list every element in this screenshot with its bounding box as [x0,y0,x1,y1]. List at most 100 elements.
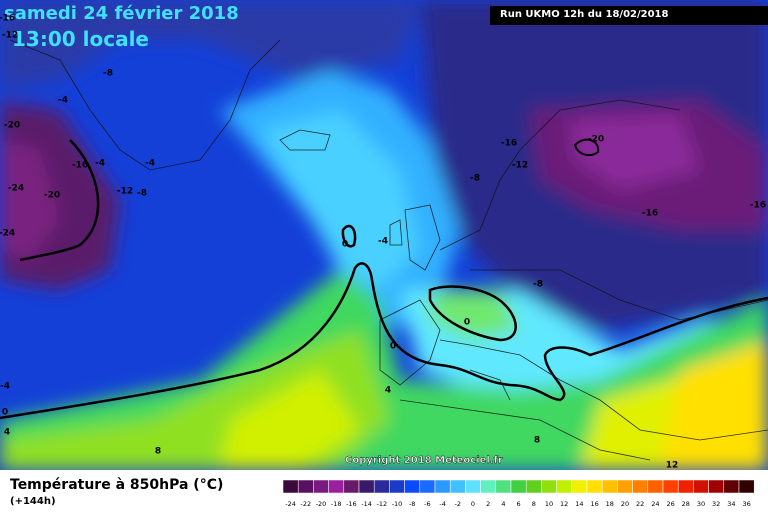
legend-label: -6 [424,500,430,508]
legend-swatch [662,479,679,494]
legend-label: 22 [636,500,644,508]
contour-label: -4 [58,96,68,106]
contour-label: -24 [8,184,24,194]
legend-swatch [419,479,436,494]
legend-label: 8 [532,500,536,508]
legend-label: 2 [486,500,490,508]
legend-label: -8 [409,500,415,508]
contour-label: 8 [155,447,161,457]
legend-label: 28 [682,500,690,508]
legend-swatch [480,479,497,494]
contour-label: 0 [2,408,8,418]
contour-label: -16 [642,209,658,219]
contour-label: -4 [95,159,105,169]
coastlines [9,39,768,461]
legend-label: -2 [455,500,461,508]
legend-label: 26 [666,500,674,508]
legend-label: 10 [545,500,553,508]
contour-label: 8 [534,436,540,446]
legend-swatch [495,479,512,494]
legend-swatch [601,479,618,494]
run-box [490,6,768,25]
contour-label: -16 [501,139,517,149]
contour-label: -4 [0,382,10,392]
contour-label: 4 [385,386,391,396]
legend-swatch [282,479,299,494]
contour-label: -20 [588,135,604,145]
legend-swatch [510,479,527,494]
contour-label: 0 [464,318,470,328]
contour-label: -12 [2,31,18,41]
legend-swatch [723,479,740,494]
contour-label: -12 [512,161,528,171]
legend-label: 18 [606,500,614,508]
legend-swatch [434,479,451,494]
legend-label: -22 [300,500,311,508]
footer-title: Température à 850hPa (°C) [10,477,223,493]
legend-swatch [738,479,755,494]
contour-label: -16 [750,201,766,211]
legend-swatch [358,479,375,494]
legend-label: 4 [501,500,505,508]
legend-label: 20 [621,500,629,508]
color-legend: -24 -22 -20 -18 -16 -14 -12 -10 -8 -6 -4 -2 0 2 4 6 8 10 1… [282,479,755,508]
legend-swatch [586,479,603,494]
copyright: Copyright 2018 Meteociel.fr [345,455,503,466]
legend-label: -10 [392,500,403,508]
legend-label: -14 [361,500,372,508]
contour-label: -20 [44,191,60,201]
contour-label: 12 [666,461,679,471]
contour-label: -16 [72,161,88,171]
legend-label: -20 [316,500,327,508]
contour-label: -4 [378,237,388,247]
footer-subtitle: (+144h) [10,496,56,507]
legend-swatch [373,479,390,494]
legend-label: 24 [651,500,659,508]
legend-swatch [449,479,466,494]
legend-swatch [556,479,573,494]
legend-label: -4 [439,500,445,508]
legend-label: -12 [376,500,387,508]
legend-swatch [617,479,633,494]
contour-label: 4 [4,428,10,438]
contour-label: -8 [533,280,543,290]
contour-label: -8 [137,189,147,199]
legend-label: -18 [331,500,342,508]
contour-label: 0 [342,240,348,250]
temperature-field [0,0,768,470]
legend-label: 12 [560,500,568,508]
run-label: Run UKMO 12h du 18/02/2018 [500,9,669,20]
contour-label: -12 [117,187,133,197]
legend-swatch [343,479,360,494]
legend-label: 36 [742,500,750,508]
contour-label: 0 [390,342,396,352]
contour-label: -8 [470,174,480,184]
legend-swatch [404,479,421,494]
legend-swatch [632,479,649,494]
legend-swatch [647,479,664,494]
legend-label: 14 [575,500,583,508]
forecast-date: samedi 24 février 2018 [4,3,239,24]
contour-label: -20 [4,121,20,131]
contour-label: -4 [145,159,155,169]
contour-label: -24 [0,229,15,239]
legend-label: 30 [697,500,705,508]
legend-label: -16 [346,500,357,508]
contour-label: -16 [0,14,15,24]
legend-swatch [571,479,588,494]
legend-swatch [541,479,557,494]
contour-labels: -16 -12 -8 -4 -20 -16 -4 -4 -24 -20 -12 … [0,14,766,471]
legend-swatch [297,479,314,494]
contour-label: -8 [103,69,113,79]
legend-swatch [693,479,709,494]
forecast-time: 13:00 locale [12,27,149,51]
legend-label: 16 [590,500,598,508]
legend-swatch [328,479,345,494]
legend-swatch [465,479,481,494]
legend-label: 0 [471,500,475,508]
legend-label: 6 [517,500,521,508]
zero-contour [0,138,768,420]
legend-label: 32 [712,500,720,508]
